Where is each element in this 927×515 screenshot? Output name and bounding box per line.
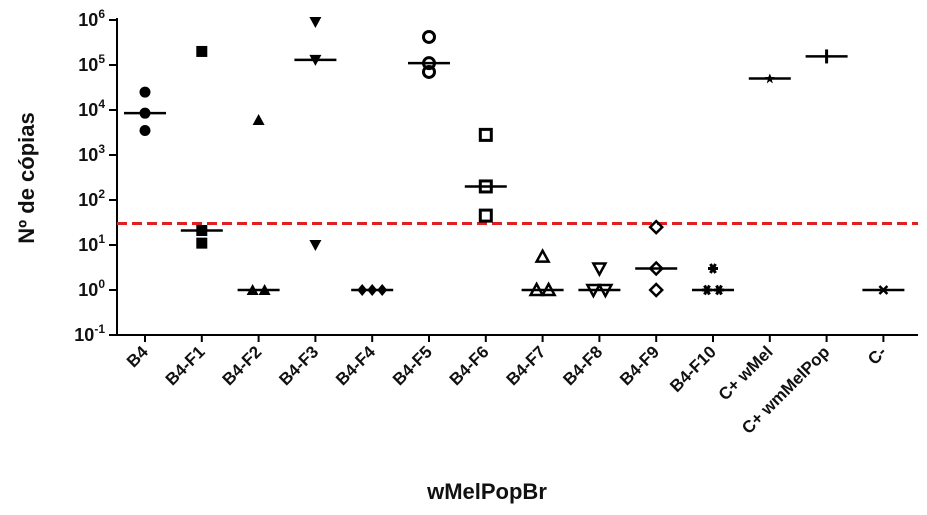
x-tick-label: B4-F4 xyxy=(332,342,379,389)
data-point xyxy=(139,125,151,137)
y-tick-label: 102 xyxy=(78,187,105,210)
y-axis-label: Nº de cópias xyxy=(14,112,39,244)
y-tick-label: 101 xyxy=(78,232,105,255)
median-lines xyxy=(124,55,905,292)
y-tick-label: 10-1 xyxy=(74,322,105,345)
x-tick-label: B4 xyxy=(123,342,152,371)
data-point xyxy=(422,29,436,44)
x-tick-label: B4-F7 xyxy=(503,342,550,389)
x-tick-label: C- xyxy=(864,342,890,368)
axes xyxy=(116,18,918,336)
y-tick-label: 104 xyxy=(78,97,105,120)
y-tick-label: 103 xyxy=(78,142,105,165)
data-point xyxy=(422,64,436,79)
data-point xyxy=(648,219,664,235)
data-point xyxy=(591,262,608,278)
x-tick-label: B4-F2 xyxy=(219,342,266,389)
y-tick-label: 105 xyxy=(78,52,105,75)
y-ticks: 10-1 100 101 102 103 104 105 106 xyxy=(74,7,117,345)
data-point xyxy=(309,17,322,29)
data-point xyxy=(309,240,322,251)
data-points xyxy=(139,17,889,299)
x-tick-label: B4-F5 xyxy=(389,342,436,389)
x-tick-label: B4-F3 xyxy=(275,342,322,389)
data-point xyxy=(478,127,493,142)
data-point xyxy=(708,263,718,274)
x-tick-label: B4-F9 xyxy=(616,342,663,389)
x-tick-label: B4-F10 xyxy=(666,342,720,396)
x-categories: B4 B4-F1 B4-F2 B4-F3 B4-F4 B4-F5 B4-F6 B4-F7 B4-… xyxy=(123,335,890,438)
y-tick-label: 106 xyxy=(78,7,105,30)
x-axis-label: wMelPopBr xyxy=(426,479,547,504)
data-point xyxy=(648,282,664,298)
x-tick-label: B4-F1 xyxy=(162,342,209,389)
data-point xyxy=(648,260,664,277)
data-point xyxy=(196,45,208,57)
x-tick-label: B4-F6 xyxy=(446,342,493,389)
x-tick-label: B4-F8 xyxy=(559,342,606,389)
data-point xyxy=(139,86,151,98)
data-point xyxy=(196,237,208,249)
y-tick-label: 100 xyxy=(78,277,105,300)
data-point xyxy=(478,208,493,223)
data-point xyxy=(534,248,551,263)
data-point xyxy=(252,113,265,125)
